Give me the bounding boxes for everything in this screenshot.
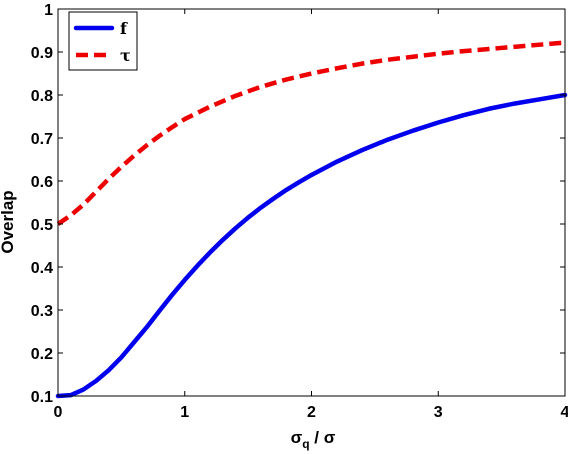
y-tick-label: 0.1 <box>31 389 53 406</box>
legend-label-tau: τ <box>120 46 131 65</box>
series-line-f <box>55 92 568 399</box>
series-line-tau <box>56 40 566 226</box>
y-tick-label: 0.7 <box>31 131 53 148</box>
y-tick-label: 0.2 <box>31 346 53 363</box>
axes: 0 1 2 3 4 0.1 0.2 0.3 0.4 0.5 0.6 0.7 0.8 0.9 1 <box>31 2 568 421</box>
x-tick-label: 0 <box>54 404 63 421</box>
x-axis-label: σq / σ <box>291 428 336 451</box>
y-tick-label: 0.9 <box>31 45 53 62</box>
legend: f τ <box>68 11 138 71</box>
y-axis-label: Overlap <box>0 190 17 253</box>
y-tick-label: 0.4 <box>31 260 53 277</box>
x-tick-label: 3 <box>434 404 443 421</box>
legend-label-f: f <box>120 19 128 38</box>
y-tick-label: 1 <box>44 2 53 19</box>
x-tick-label: 4 <box>561 404 568 421</box>
y-tick-label: 0.3 <box>31 303 53 320</box>
x-tick-label: 1 <box>180 404 189 421</box>
y-tick-label: 0.5 <box>31 217 53 234</box>
plot-area <box>55 40 568 399</box>
legend-box <box>68 11 138 71</box>
y-tick-label: 0.6 <box>31 174 53 191</box>
y-tick-label: 0.8 <box>31 88 53 105</box>
x-tick-label: 2 <box>307 404 316 421</box>
